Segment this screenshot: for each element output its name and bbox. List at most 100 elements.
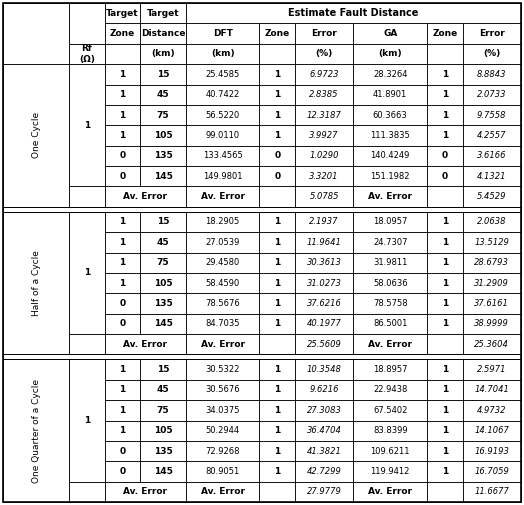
Bar: [140, 125, 186, 145]
Bar: [259, 252, 295, 273]
Bar: [105, 232, 140, 252]
Text: Av. Error: Av. Error: [201, 340, 245, 348]
Text: 29.4580: 29.4580: [205, 258, 240, 267]
Text: 0: 0: [119, 172, 125, 181]
Bar: [463, 380, 521, 400]
Text: 3.3201: 3.3201: [310, 172, 339, 181]
Bar: [295, 166, 353, 186]
Text: Av. Error: Av. Error: [368, 192, 412, 201]
Bar: [105, 3, 140, 23]
Bar: [353, 64, 427, 84]
Bar: [140, 64, 186, 84]
Text: 1: 1: [274, 365, 280, 374]
Text: 0: 0: [119, 299, 125, 308]
Text: 1: 1: [442, 446, 448, 456]
Text: 9.7558: 9.7558: [477, 111, 507, 120]
Text: 1: 1: [442, 238, 448, 247]
Bar: [427, 273, 463, 293]
Bar: [105, 441, 140, 461]
Bar: [427, 166, 463, 186]
Bar: [140, 44, 186, 64]
Bar: [105, 212, 140, 232]
Bar: [259, 400, 295, 421]
Bar: [186, 3, 521, 23]
Bar: [295, 64, 353, 84]
Bar: [3, 360, 69, 502]
Text: 13.5129: 13.5129: [474, 238, 509, 247]
Text: 24.7307: 24.7307: [373, 238, 408, 247]
Bar: [353, 145, 427, 166]
Bar: [3, 207, 521, 212]
Text: 135: 135: [154, 299, 172, 308]
Bar: [186, 166, 259, 186]
Bar: [105, 252, 140, 273]
Text: 119.9412: 119.9412: [370, 467, 410, 476]
Bar: [427, 145, 463, 166]
Bar: [353, 314, 427, 334]
Bar: [105, 105, 140, 125]
Text: 1: 1: [119, 90, 125, 99]
Bar: [186, 105, 259, 125]
Text: 45: 45: [157, 385, 169, 394]
Text: 0: 0: [274, 172, 280, 181]
Text: 1: 1: [274, 319, 280, 328]
Bar: [259, 186, 295, 207]
Bar: [295, 334, 353, 355]
Text: 1: 1: [274, 426, 280, 435]
Text: 1: 1: [119, 218, 125, 226]
Bar: [295, 380, 353, 400]
Bar: [140, 145, 186, 166]
Bar: [463, 441, 521, 461]
Text: 0: 0: [119, 467, 125, 476]
Text: Rf
(Ω): Rf (Ω): [79, 44, 95, 64]
Bar: [259, 23, 295, 44]
Bar: [140, 3, 186, 23]
Text: 145: 145: [154, 467, 172, 476]
Text: 18.0957: 18.0957: [373, 218, 408, 226]
Bar: [140, 400, 186, 421]
Bar: [259, 482, 295, 502]
Text: 30.5322: 30.5322: [205, 365, 240, 374]
Text: 37.6161: 37.6161: [474, 299, 509, 308]
Text: Av. Error: Av. Error: [201, 487, 245, 496]
Bar: [186, 482, 259, 502]
Text: Av. Error: Av. Error: [123, 487, 167, 496]
Text: Error: Error: [479, 29, 505, 38]
Bar: [3, 3, 69, 64]
Bar: [427, 64, 463, 84]
Bar: [259, 105, 295, 125]
Bar: [295, 293, 353, 314]
Text: 1: 1: [442, 467, 448, 476]
Text: 1: 1: [274, 446, 280, 456]
Text: 1: 1: [442, 218, 448, 226]
Text: 1: 1: [274, 70, 280, 79]
Text: 11.6677: 11.6677: [474, 487, 509, 496]
Text: 140.4249: 140.4249: [370, 152, 410, 160]
Text: 4.1321: 4.1321: [477, 172, 507, 181]
Bar: [69, 3, 186, 44]
Text: (%): (%): [483, 49, 500, 59]
Text: 9.6216: 9.6216: [310, 385, 339, 394]
Text: 99.0110: 99.0110: [205, 131, 239, 140]
Bar: [259, 293, 295, 314]
Text: 1: 1: [119, 279, 125, 287]
Text: Av. Error: Av. Error: [201, 192, 245, 201]
Text: 28.6793: 28.6793: [474, 258, 509, 267]
Text: 1.0290: 1.0290: [310, 152, 339, 160]
Text: 15: 15: [157, 365, 169, 374]
Text: DFT: DFT: [213, 29, 233, 38]
Text: 75: 75: [157, 406, 169, 415]
Bar: [69, 44, 105, 64]
Bar: [259, 166, 295, 186]
Bar: [295, 421, 353, 441]
Text: 1: 1: [274, 279, 280, 287]
Bar: [186, 273, 259, 293]
Bar: [295, 441, 353, 461]
Text: Target: Target: [147, 9, 179, 18]
Bar: [140, 273, 186, 293]
Text: 2.5971: 2.5971: [477, 365, 507, 374]
Bar: [427, 400, 463, 421]
Text: 58.0636: 58.0636: [373, 279, 408, 287]
Text: 1: 1: [274, 90, 280, 99]
Text: 1: 1: [84, 268, 90, 277]
